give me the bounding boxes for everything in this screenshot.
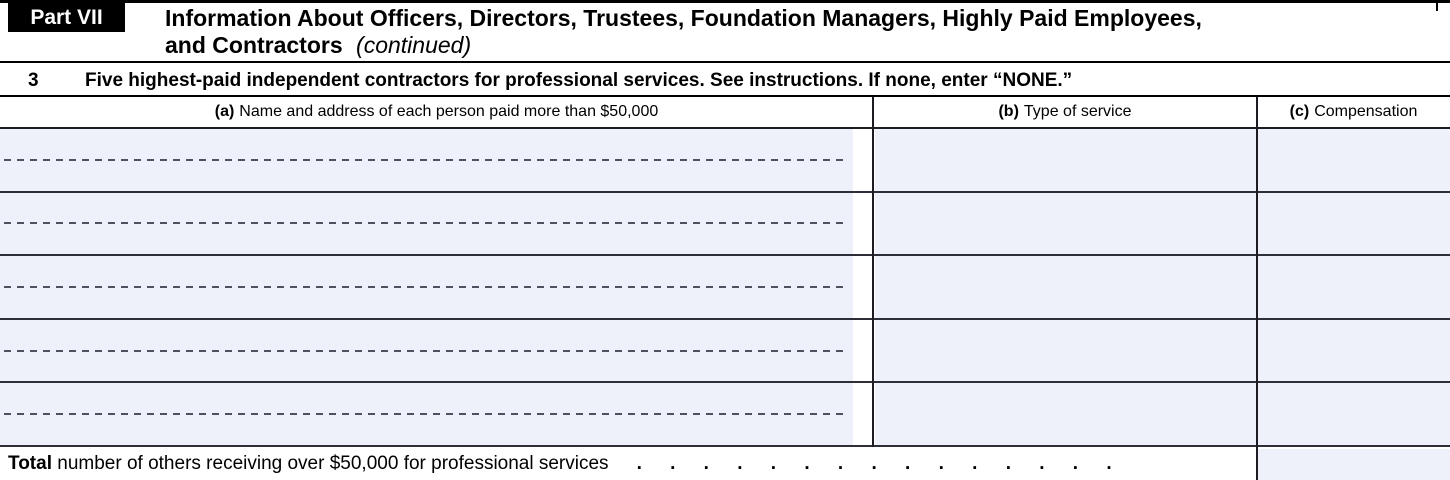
compensation-field[interactable]: [1258, 129, 1450, 191]
column-a-tag: (a): [214, 103, 235, 120]
compensation-field[interactable]: [1258, 383, 1450, 445]
dashed-entry-line: [4, 413, 849, 416]
compensation-field[interactable]: [1258, 192, 1450, 255]
type-of-service-field[interactable]: [875, 192, 1256, 255]
dashed-entry-line: [4, 285, 849, 288]
part-vii-badge: Part VII: [8, 3, 125, 32]
dashed-entry-line: [4, 222, 849, 225]
type-of-service-field[interactable]: [875, 256, 1256, 318]
type-of-service-field[interactable]: [875, 383, 1256, 445]
divider-below-column-headers: [0, 127, 1450, 129]
name-address-field[interactable]: [0, 256, 853, 318]
name-address-field[interactable]: [0, 383, 853, 445]
dot-leader: . . . . . . . . . . . . . . .: [636, 453, 1113, 474]
compensation-field[interactable]: [1258, 256, 1450, 318]
total-row-label: Total number of others receiving over $5…: [8, 449, 1113, 480]
column-header-c: (c) Compensation: [1257, 97, 1450, 127]
part-title-continued-note: (continued): [356, 32, 472, 58]
table-rows: [0, 129, 1450, 447]
type-of-service-field[interactable]: [875, 129, 1256, 191]
column-b-label: Type of service: [1023, 103, 1132, 120]
dashed-entry-line: [4, 349, 849, 352]
page-edge-line: [1436, 0, 1438, 11]
column-divider-a-b: [872, 97, 874, 447]
total-text: number of others receiving over $50,000 …: [51, 453, 609, 474]
table-row: [0, 192, 1450, 257]
table-row: [0, 256, 1450, 320]
line-3-number: 3: [28, 70, 39, 91]
part-vii-badge-label: Part VII: [30, 5, 103, 29]
name-address-field[interactable]: [0, 192, 853, 255]
total-bold-word: Total: [8, 453, 52, 474]
divider-below-line3: [0, 95, 1450, 97]
part-title-line1: Information About Officers, Directors, T…: [165, 5, 1202, 31]
type-of-service-field[interactable]: [875, 319, 1256, 382]
column-divider-b-c: [1256, 97, 1258, 480]
column-b-tag: (b): [998, 103, 1019, 120]
compensation-field[interactable]: [1258, 319, 1450, 382]
table-row: [0, 319, 1450, 384]
divider-below-title: [0, 61, 1450, 63]
table-row: [0, 129, 1450, 193]
column-a-label: Name and address of each person paid mor…: [239, 103, 659, 120]
table-row: [0, 383, 1450, 447]
part-title-line2: and Contractors (continued): [165, 31, 471, 59]
top-border-line: [0, 0, 1450, 3]
name-address-field[interactable]: [0, 129, 853, 191]
dashed-entry-line: [4, 158, 849, 161]
column-c-label: Compensation: [1314, 103, 1418, 120]
column-c-tag: (c): [1289, 103, 1310, 120]
line-3-instruction: Five highest-paid independent contractor…: [85, 70, 1073, 91]
part-title-line2-bold: and Contractors: [165, 32, 343, 58]
column-header-b: (b) Type of service: [873, 97, 1257, 127]
column-header-a: (a) Name and address of each person paid…: [0, 97, 873, 127]
name-address-field[interactable]: [0, 319, 853, 382]
total-compensation-field[interactable]: [1258, 449, 1450, 480]
